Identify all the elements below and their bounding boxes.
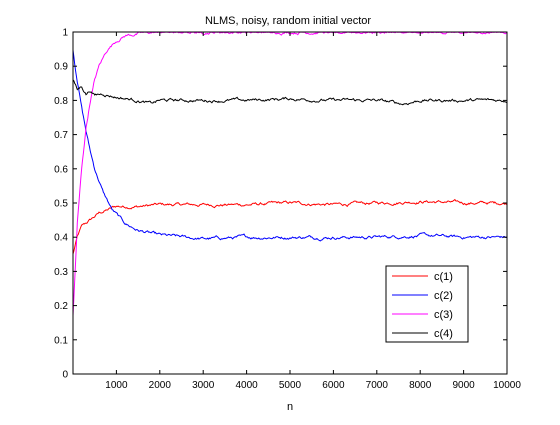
x-tick-label: 2000	[149, 380, 172, 391]
y-tick-label: 0.6	[54, 164, 68, 175]
y-tick-label: 0.2	[54, 301, 68, 312]
y-tick-label: 0.3	[54, 267, 68, 278]
x-tick-label: 4000	[235, 380, 258, 391]
x-tick-label: 10000	[493, 380, 521, 391]
legend-label: c(3)	[434, 309, 453, 321]
y-tick-label: 0.7	[54, 130, 68, 141]
legend-box	[385, 265, 469, 343]
chart-title: NLMS, noisy, random initial vector	[205, 15, 371, 27]
y-tick-label: 0.4	[54, 233, 68, 244]
x-tick-label: 3000	[192, 380, 215, 391]
x-tick-label: 1000	[105, 380, 128, 391]
y-tick-label: 0.8	[54, 96, 68, 107]
x-tick-label: 6000	[322, 380, 345, 391]
x-tick-label: 5000	[279, 380, 302, 391]
x-tick-label: 8000	[409, 380, 432, 391]
series-line-1	[72, 198, 508, 255]
legend-label: c(4)	[434, 328, 453, 340]
y-tick-label: 0	[62, 370, 68, 381]
x-tick-label: 9000	[452, 380, 475, 391]
axis-layer: 0 0.1 0.2 0.3 0.4 0.5 0.6 0.7 0.8 0.9 1 1000 2000 300…	[54, 28, 521, 392]
y-tick-label: 0.1	[54, 335, 68, 346]
legend: c(1) c(2) c(3) c(4)	[385, 265, 469, 343]
series-line-4	[72, 79, 508, 106]
x-axis-label: n	[287, 401, 293, 413]
legend-label: c(1)	[434, 271, 453, 283]
series-line-2	[72, 50, 508, 242]
y-tick-label: 0.9	[54, 62, 68, 73]
y-tick-label: 1	[62, 28, 68, 39]
x-tick-label: 7000	[366, 380, 389, 391]
legend-label: c(2)	[434, 290, 453, 302]
y-tick-label: 0.5	[54, 199, 68, 210]
